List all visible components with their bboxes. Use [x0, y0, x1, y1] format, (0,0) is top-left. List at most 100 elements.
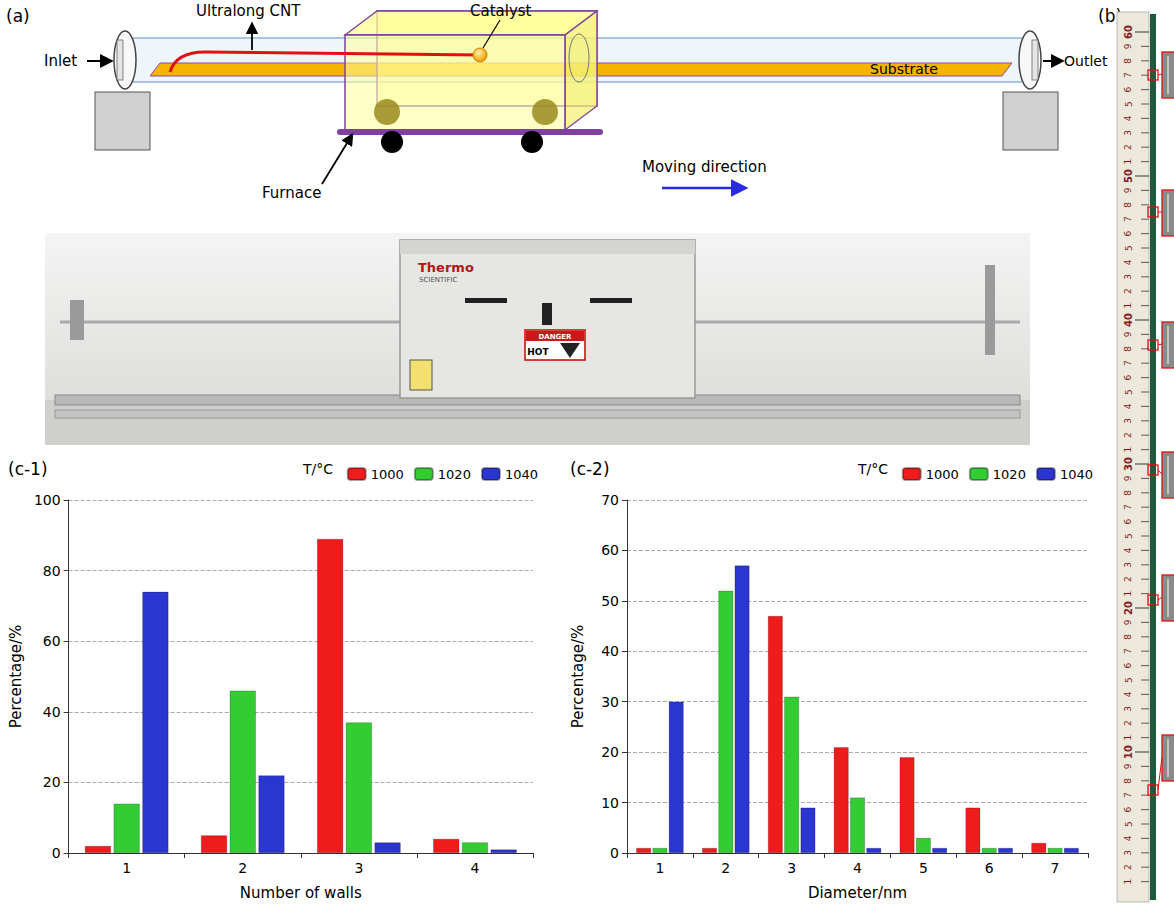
- svg-text:40: 40: [601, 643, 619, 659]
- svg-text:80: 80: [43, 563, 61, 579]
- svg-text:1040: 1040: [505, 467, 538, 482]
- svg-text:3: 3: [1124, 850, 1134, 856]
- svg-text:2: 2: [1124, 288, 1134, 294]
- svg-text:20: 20: [1123, 601, 1134, 615]
- svg-text:6: 6: [1124, 86, 1134, 92]
- svg-text:7: 7: [1124, 504, 1134, 510]
- svg-text:4: 4: [1124, 835, 1134, 841]
- svg-text:4: 4: [1124, 115, 1134, 121]
- svg-text:6: 6: [1124, 806, 1134, 812]
- svg-text:1: 1: [1124, 159, 1134, 165]
- svg-text:SCIENTIFIC: SCIENTIFIC: [419, 276, 457, 284]
- svg-text:(a): (a): [6, 6, 30, 26]
- svg-text:6: 6: [1124, 662, 1134, 668]
- svg-text:5: 5: [1124, 245, 1134, 251]
- svg-text:Moving direction: Moving direction: [642, 158, 767, 176]
- svg-text:7: 7: [1124, 216, 1134, 222]
- svg-text:60: 60: [43, 633, 61, 649]
- svg-text:5: 5: [1124, 101, 1134, 107]
- svg-text:0: 0: [52, 845, 61, 861]
- svg-text:3: 3: [1124, 418, 1134, 424]
- svg-text:5: 5: [1124, 389, 1134, 395]
- svg-text:2: 2: [1124, 720, 1134, 726]
- svg-text:3: 3: [787, 860, 796, 876]
- svg-text:40: 40: [43, 704, 61, 720]
- svg-text:8: 8: [1124, 58, 1134, 64]
- svg-text:Diameter/nm: Diameter/nm: [808, 884, 907, 902]
- svg-text:0: 0: [610, 845, 619, 861]
- svg-text:Percentage/%: Percentage/%: [569, 625, 587, 729]
- svg-text:3: 3: [354, 860, 363, 876]
- svg-text:1020: 1020: [438, 467, 471, 482]
- svg-text:3: 3: [1124, 706, 1134, 712]
- svg-text:8: 8: [1124, 778, 1134, 784]
- svg-text:DANGER: DANGER: [538, 333, 572, 341]
- svg-text:9: 9: [1124, 763, 1134, 769]
- svg-text:6: 6: [1124, 230, 1134, 236]
- svg-text:8: 8: [1124, 490, 1134, 496]
- svg-text:40: 40: [1123, 313, 1134, 327]
- svg-text:9: 9: [1124, 43, 1134, 49]
- svg-text:2: 2: [1124, 864, 1134, 870]
- svg-text:9: 9: [1124, 475, 1134, 481]
- svg-text:5: 5: [1124, 821, 1134, 827]
- svg-text:7: 7: [1124, 72, 1134, 78]
- svg-text:1: 1: [655, 860, 664, 876]
- svg-text:1040: 1040: [1060, 467, 1093, 482]
- svg-text:9: 9: [1124, 331, 1134, 337]
- svg-text:20: 20: [601, 744, 619, 760]
- svg-text:5: 5: [919, 860, 928, 876]
- svg-text:8: 8: [1124, 202, 1134, 208]
- svg-text:Number of walls: Number of walls: [240, 884, 362, 902]
- svg-text:7: 7: [1124, 360, 1134, 366]
- svg-text:5: 5: [1124, 677, 1134, 683]
- svg-text:2: 2: [1124, 432, 1134, 438]
- svg-text:(c-2): (c-2): [570, 459, 610, 479]
- svg-text:1: 1: [1124, 303, 1134, 309]
- svg-text:100: 100: [34, 492, 61, 508]
- svg-text:1: 1: [1124, 879, 1134, 885]
- svg-text:4: 4: [470, 860, 479, 876]
- svg-text:10: 10: [601, 795, 619, 811]
- svg-text:9: 9: [1124, 619, 1134, 625]
- svg-text:3: 3: [1124, 562, 1134, 568]
- svg-text:7: 7: [1124, 648, 1134, 654]
- svg-text:T/°C: T/°C: [302, 461, 333, 477]
- svg-text:60: 60: [601, 542, 619, 558]
- svg-text:2: 2: [721, 860, 730, 876]
- svg-text:2: 2: [238, 860, 247, 876]
- svg-text:7: 7: [1051, 860, 1060, 876]
- svg-text:4: 4: [1124, 403, 1134, 409]
- svg-text:6: 6: [985, 860, 994, 876]
- svg-text:HOT: HOT: [527, 347, 549, 357]
- svg-text:7: 7: [1124, 792, 1134, 798]
- svg-text:Outlet: Outlet: [1064, 53, 1108, 69]
- svg-text:1: 1: [122, 860, 131, 876]
- svg-text:30: 30: [601, 694, 619, 710]
- svg-text:30: 30: [1123, 457, 1134, 471]
- svg-text:(c-1): (c-1): [8, 459, 48, 479]
- svg-text:3: 3: [1124, 130, 1134, 136]
- svg-text:10: 10: [1123, 745, 1134, 759]
- svg-text:Percentage/%: Percentage/%: [7, 625, 25, 729]
- svg-text:70: 70: [601, 492, 619, 508]
- svg-text:2: 2: [1124, 144, 1134, 150]
- svg-text:4: 4: [1124, 691, 1134, 697]
- svg-text:4: 4: [1124, 259, 1134, 265]
- svg-text:Thermo: Thermo: [418, 260, 474, 275]
- svg-text:Catalyst: Catalyst: [470, 2, 532, 20]
- svg-text:60: 60: [1123, 25, 1134, 39]
- svg-text:1000: 1000: [926, 467, 959, 482]
- svg-text:1: 1: [1124, 735, 1134, 741]
- svg-text:3: 3: [1124, 274, 1134, 280]
- svg-text:Furnace: Furnace: [262, 184, 321, 202]
- svg-text:6: 6: [1124, 374, 1134, 380]
- svg-text:T/°C: T/°C: [857, 461, 888, 477]
- svg-text:1: 1: [1124, 591, 1134, 597]
- svg-text:Ultralong CNT: Ultralong CNT: [196, 2, 301, 20]
- svg-text:50: 50: [1123, 169, 1134, 183]
- svg-text:8: 8: [1124, 634, 1134, 640]
- svg-text:20: 20: [43, 774, 61, 790]
- svg-text:6: 6: [1124, 518, 1134, 524]
- svg-text:8: 8: [1124, 346, 1134, 352]
